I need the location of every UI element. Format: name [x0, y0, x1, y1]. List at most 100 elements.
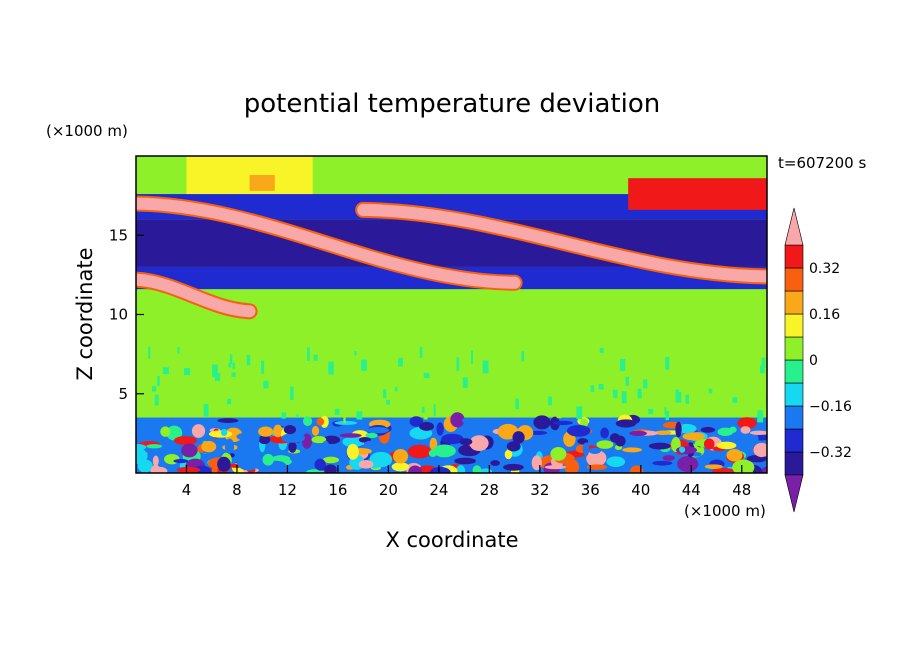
- mid-speckle: [386, 399, 390, 405]
- mid-speckle: [177, 346, 180, 354]
- mid-speckle: [231, 372, 236, 377]
- mid-speckle: [732, 397, 738, 403]
- mid-speckle: [309, 382, 314, 391]
- turbulence-cell: [311, 425, 320, 436]
- turbulence-cell: [749, 430, 767, 435]
- mid-speckle: [648, 408, 654, 415]
- mid-speckle: [354, 351, 357, 356]
- turbulence-cell: [504, 449, 513, 460]
- mid-speckle: [576, 406, 583, 420]
- mid-speckle: [214, 373, 221, 382]
- mid-speckle: [162, 367, 169, 375]
- colorbar-segment: [784, 290, 804, 315]
- mid-speckle: [732, 370, 735, 375]
- mid-speckle: [675, 389, 682, 403]
- turbulence-cell: [432, 444, 456, 458]
- turbulence-cell: [479, 468, 493, 473]
- turbulence-cell: [473, 419, 488, 432]
- mid-speckle: [328, 361, 334, 375]
- mid-speckle: [245, 378, 249, 384]
- mid-speckle: [444, 359, 449, 369]
- turbulence-cell: [675, 421, 682, 438]
- turbulence-cell: [716, 441, 737, 450]
- colorbar-tick-label: 0: [809, 353, 818, 369]
- mid-speckle: [560, 395, 565, 402]
- mid-speckle: [435, 382, 438, 389]
- mid-speckle: [453, 349, 457, 357]
- turbulence-cell: [366, 427, 390, 434]
- x-tick-label: 44: [682, 481, 701, 499]
- turbulence-cell: [629, 465, 644, 473]
- turbulence-cell: [346, 443, 359, 460]
- mid-speckle: [427, 357, 433, 363]
- mid-speckle: [236, 402, 241, 410]
- x-tick-label: 28: [480, 481, 499, 499]
- turbulence-cell: [224, 438, 235, 454]
- mid-speckle: [637, 388, 642, 399]
- warm-filament: [357, 203, 767, 283]
- turbulence-cell: [726, 449, 743, 462]
- y-ticks: 5 10 15: [109, 226, 144, 403]
- contour-field: [136, 156, 767, 473]
- mid-speckle: [343, 409, 346, 424]
- mid-speckle: [498, 372, 505, 386]
- x-tick-label: 4: [182, 481, 192, 499]
- turbulence-cell: [615, 419, 637, 428]
- turbulence-cell: [629, 430, 647, 437]
- mid-speckle: [313, 354, 318, 361]
- mid-speckle: [665, 356, 670, 370]
- mid-speckle: [218, 399, 223, 410]
- turbulence-cell: [152, 455, 159, 467]
- turbulence-cell: [578, 468, 587, 473]
- mid-speckle: [482, 360, 489, 374]
- turbulence-cell: [737, 417, 757, 429]
- colorbar-segment: [784, 244, 804, 269]
- chart-title: potential temperature deviation: [244, 89, 660, 119]
- mid-speckle: [423, 412, 428, 420]
- mid-speckle: [515, 398, 519, 410]
- field-region: [136, 384, 767, 407]
- turbulence-cell: [544, 465, 566, 470]
- turbulence-cell: [208, 430, 233, 438]
- turbulence-cell: [462, 417, 471, 424]
- x-tick-label: 48: [732, 481, 751, 499]
- mid-speckle: [383, 389, 387, 398]
- mid-speckle: [391, 401, 395, 408]
- turbulence-cell: [316, 417, 325, 426]
- mid-speckle: [759, 365, 765, 374]
- turbulence-cell: [217, 418, 239, 424]
- turbulence-cell: [136, 448, 148, 464]
- turbulence-cell: [322, 456, 340, 464]
- turbulence-cell: [324, 464, 337, 473]
- mid-speckle: [302, 400, 308, 405]
- mid-speckle: [283, 391, 286, 397]
- turbulence-cell: [472, 465, 482, 473]
- field-region: [628, 178, 767, 210]
- mid-speckle: [203, 404, 209, 417]
- mid-speckle: [251, 356, 257, 362]
- turbulence-cell: [146, 444, 163, 449]
- turbulence-cell: [506, 441, 521, 452]
- mid-speckle: [639, 393, 642, 398]
- mid-speckle: [718, 365, 725, 375]
- turbulence-cell: [441, 433, 464, 445]
- colorbar: 0.32 0.16 0 −0.16 −0.32: [784, 207, 852, 513]
- turbulence-cell: [553, 420, 573, 426]
- mid-speckle: [440, 373, 444, 379]
- turbulence-cell: [391, 462, 410, 472]
- field-region: [136, 336, 767, 350]
- colorbar-segment: [784, 336, 804, 361]
- mid-speckle: [212, 364, 218, 378]
- y-tick-label: 15: [109, 226, 128, 244]
- turbulence-cell: [652, 460, 673, 466]
- mid-speckle: [398, 357, 403, 367]
- colorbar-tick-label: 0.32: [809, 261, 840, 277]
- mid-speckle: [152, 386, 157, 392]
- turbulence-cell: [311, 435, 327, 444]
- turbulence-cell: [600, 427, 609, 439]
- turbulence-cell: [703, 438, 715, 450]
- mid-speckle: [356, 411, 363, 420]
- turbulence-cell: [302, 416, 313, 427]
- turbulence-cell: [220, 428, 228, 437]
